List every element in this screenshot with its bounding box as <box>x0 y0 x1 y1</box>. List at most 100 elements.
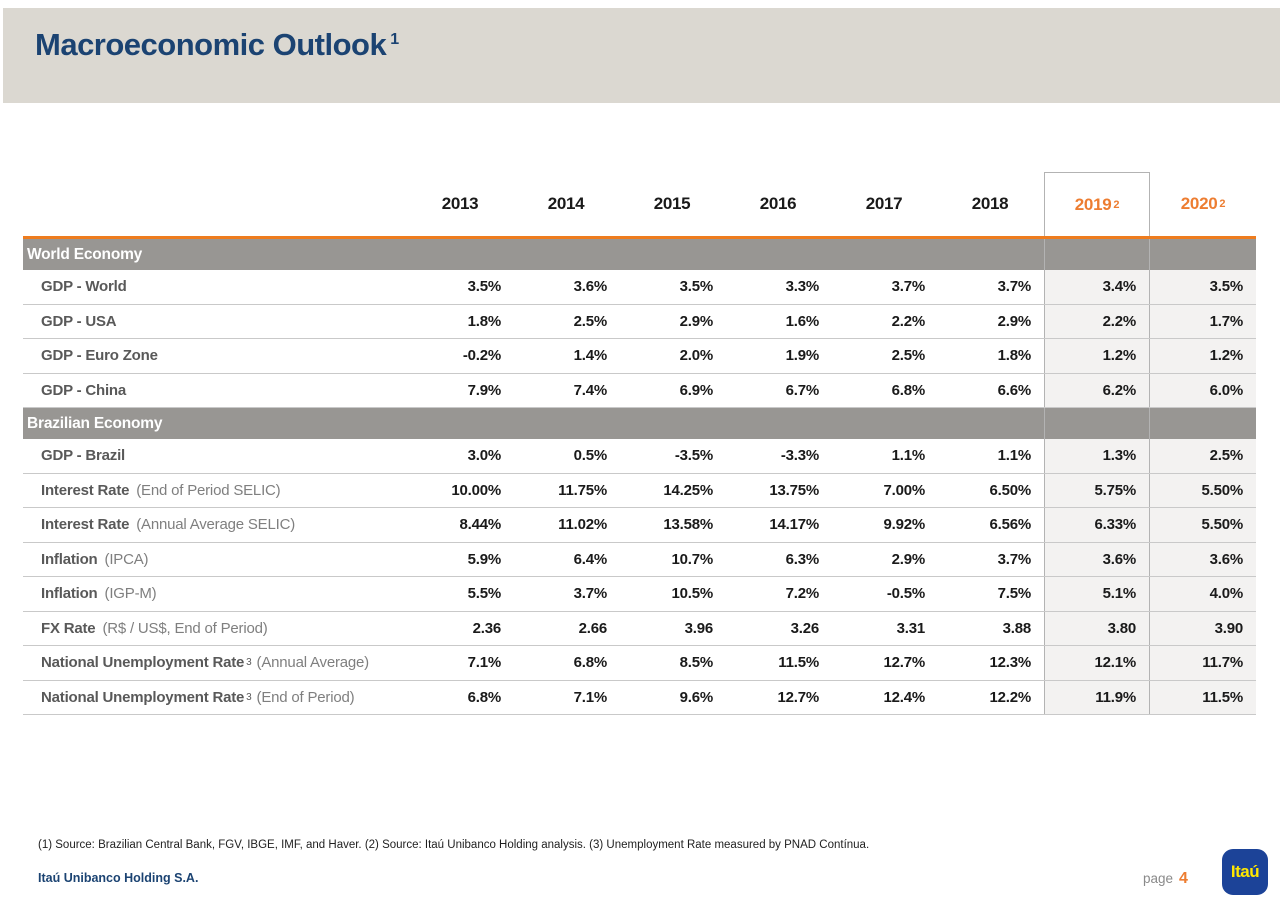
table-cell: 2.2% <box>891 312 926 330</box>
table-cell: 5.9% <box>467 550 502 568</box>
table-row-gdp-euro-zone: GDP - Euro Zone -0.2% 1.4% 2.0% 1.9% 2.5… <box>23 339 1256 374</box>
footnote-text: (1) Source: Brazilian Central Bank, FGV,… <box>38 839 870 851</box>
table-cell-forecast: 6.0% <box>1150 373 1256 407</box>
table-cell: 3.5% <box>679 278 714 296</box>
table-cell: 6.8% <box>467 688 502 706</box>
table-cell: 12.7% <box>883 654 925 672</box>
row-label: Inflation (IPCA) <box>41 550 149 568</box>
table-cell: 6.4% <box>573 550 608 568</box>
table-cell: 13.58% <box>663 516 713 534</box>
row-label: GDP - Euro Zone <box>41 347 158 365</box>
page-title-text: Macroeconomic Outlook <box>35 27 387 62</box>
table-cell: 11.5% <box>778 654 819 672</box>
table-cell-forecast: 5.50% <box>1150 508 1256 542</box>
table-cell: 6.56% <box>989 516 1031 534</box>
table-cell: 6.6% <box>997 381 1032 399</box>
company-name: Itaú Unibanco Holding S.A. <box>38 871 199 885</box>
table-cell: 3.7% <box>997 550 1032 568</box>
row-label: National Unemployment Rate 3 (End of Perio… <box>41 688 355 706</box>
table-cell: 6.50% <box>989 481 1031 499</box>
section-header-brazilian-economy: Brazilian Economy <box>23 408 1256 439</box>
table-cell-forecast: 3.80 <box>1044 611 1150 645</box>
table-cell-forecast: 4.0% <box>1150 577 1256 611</box>
table-cell: 3.6% <box>573 278 608 296</box>
column-header-2019-forecast: 2019 2 <box>1044 172 1150 236</box>
itau-logo: Itaú <box>1222 849 1268 895</box>
table-cell-forecast: 5.75% <box>1044 473 1150 507</box>
table-cell: 7.2% <box>785 585 820 603</box>
table-cell: 6.9% <box>679 381 714 399</box>
macro-outlook-table: 2013 2014 2015 2016 2017 2018 2019 2 2020… <box>23 172 1256 715</box>
row-label: GDP - USA <box>41 312 117 330</box>
row-label: Interest Rate (Annual Average SELIC) <box>41 516 296 534</box>
row-label: GDP - World <box>41 278 127 296</box>
table-cell-forecast: 1.7% <box>1150 304 1256 338</box>
table-row-inflation-ipca: Inflation (IPCA) 5.9% 6.4% 10.7% 6.3% 2.9… <box>23 542 1256 577</box>
table-cell: 1.6% <box>785 312 820 330</box>
table-cell: 1.9% <box>785 347 820 365</box>
page-indicator: page 4 <box>1143 870 1188 888</box>
table-cell: 1.1% <box>997 447 1032 465</box>
table-cell: 1.4% <box>573 347 608 365</box>
column-header-2014: 2014 <box>547 194 585 213</box>
table-cell: 13.75% <box>769 481 819 499</box>
table-cell: 3.7% <box>891 278 926 296</box>
table-cell: 3.3% <box>785 278 820 296</box>
table-cell: 1.8% <box>467 312 502 330</box>
table-cell: -3.5% <box>674 447 713 465</box>
table-cell-forecast: 5.50% <box>1150 473 1256 507</box>
table-cell-forecast: 2.5% <box>1150 439 1256 473</box>
table-cell: 2.9% <box>679 312 714 330</box>
table-cell: 3.5% <box>467 278 502 296</box>
table-cell: 1.8% <box>997 347 1032 365</box>
table-cell: 2.36 <box>472 619 502 637</box>
table-cell: 2.5% <box>891 347 926 365</box>
table-cell: 11.02% <box>558 516 607 534</box>
column-header-2013: 2013 <box>441 194 479 213</box>
table-cell-forecast: 12.1% <box>1044 646 1150 680</box>
table-cell: 7.1% <box>573 688 608 706</box>
table-cell-forecast: 3.4% <box>1044 270 1150 304</box>
table-row-unemployment-eop: National Unemployment Rate 3 (End of Perio… <box>23 680 1256 715</box>
table-row-inflation-igpm: Inflation (IGP-M) 5.5% 3.7% 10.5% 7.2% -0… <box>23 577 1256 612</box>
orange-divider-rule <box>23 236 1256 239</box>
table-cell: 7.00% <box>883 481 925 499</box>
table-cell: 12.4% <box>883 688 925 706</box>
row-label: GDP - China <box>41 381 127 399</box>
table-row-gdp-world: GDP - World 3.5% 3.6% 3.5% 3.3% 3.7% 3.7… <box>23 270 1256 305</box>
table-cell-forecast: 11.5% <box>1150 680 1256 714</box>
section-header-world-economy: World Economy <box>23 239 1256 270</box>
table-cell: 7.5% <box>997 585 1032 603</box>
row-label: National Unemployment Rate 3 (Annual Avera… <box>41 654 369 672</box>
table-cell-forecast: 2.2% <box>1044 304 1150 338</box>
table-row-fx-rate: FX Rate (R$ / US$, End of Period) 2.36 2.… <box>23 611 1256 646</box>
table-cell: 7.4% <box>573 381 608 399</box>
column-header-2017: 2017 <box>865 194 903 213</box>
table-cell: 2.0% <box>679 347 714 365</box>
table-cell-forecast: 1.2% <box>1150 339 1256 373</box>
page-title-footnote-marker: 1 <box>390 30 399 48</box>
row-label: FX Rate (R$ / US$, End of Period) <box>41 619 268 637</box>
row-label: Inflation (IGP-M) <box>41 585 157 603</box>
table-cell: 2.5% <box>573 312 608 330</box>
table-cell-forecast: 1.3% <box>1044 439 1150 473</box>
table-cell: 3.26 <box>790 619 820 637</box>
table-cell: -0.5% <box>886 585 925 603</box>
table-cell-forecast: 3.6% <box>1044 542 1150 576</box>
page-number: 4 <box>1179 870 1188 887</box>
table-row-gdp-china: GDP - China 7.9% 7.4% 6.9% 6.7% 6.8% 6.6… <box>23 373 1256 408</box>
header-spacer <box>23 172 408 236</box>
table-cell: 6.3% <box>785 550 820 568</box>
table-row-gdp-brazil: GDP - Brazil 3.0% 0.5% -3.5% -3.3% 1.1% … <box>23 439 1256 474</box>
section-label: Brazilian Economy <box>27 414 163 432</box>
table-cell: 11.75% <box>558 481 607 499</box>
table-cell: 12.7% <box>777 688 819 706</box>
table-cell: 3.31 <box>896 619 926 637</box>
table-cell-forecast: 3.90 <box>1150 611 1256 645</box>
table-cell: 9.6% <box>679 688 714 706</box>
slide-title-band <box>3 8 1280 103</box>
page-title: Macroeconomic Outlook 1 <box>35 27 399 63</box>
column-header-2018: 2018 <box>971 194 1009 213</box>
table-cell: 14.25% <box>663 481 713 499</box>
table-cell: 10.7% <box>671 550 713 568</box>
